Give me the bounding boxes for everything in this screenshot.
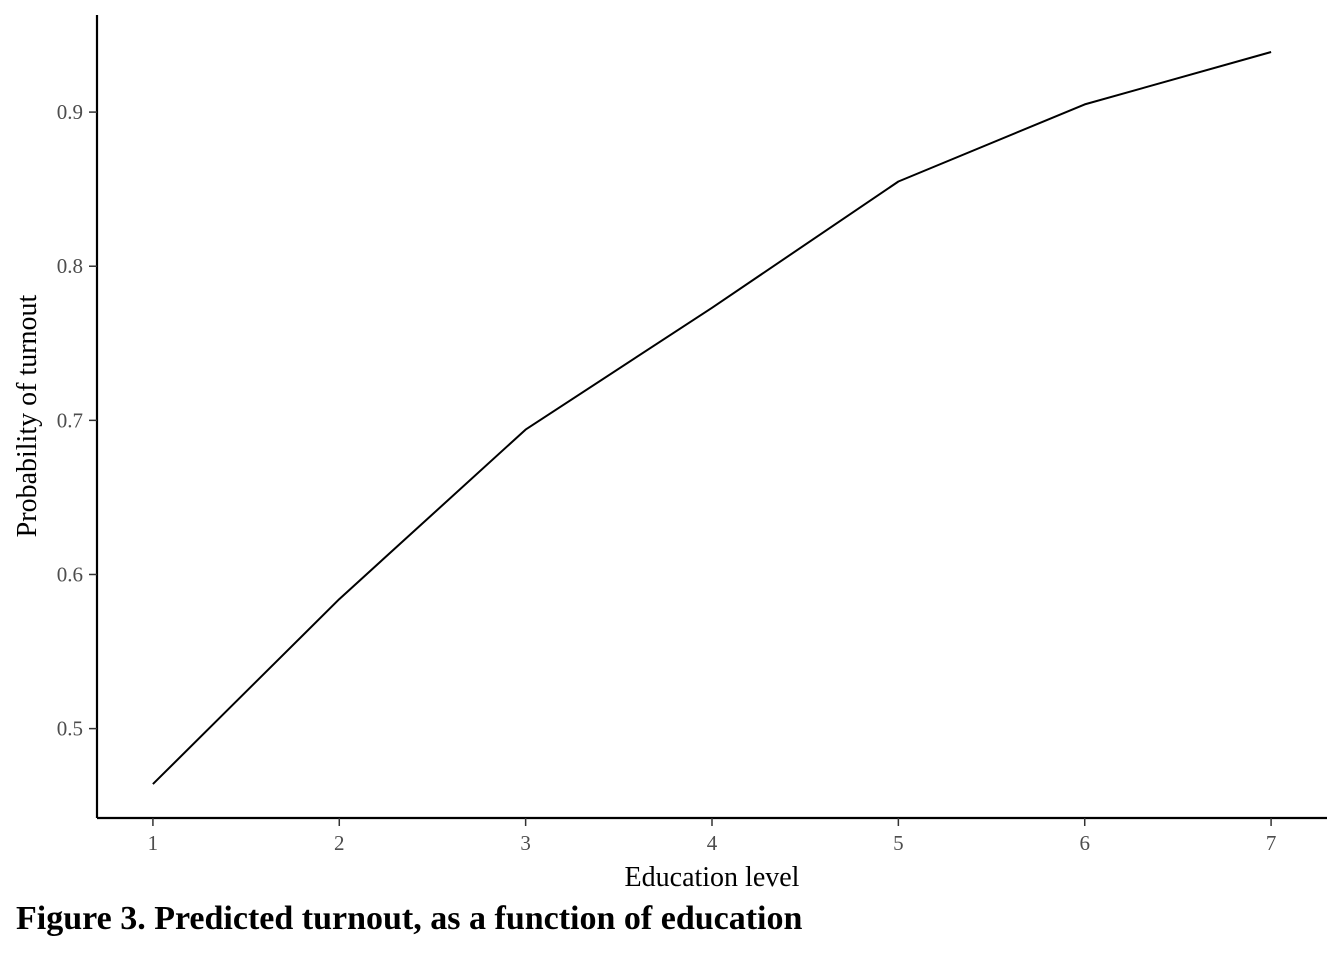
y-tick-label: 0.8 (57, 254, 83, 278)
y-axis-title: Probability of turnout (12, 294, 43, 537)
figure-caption: Figure 3. Predicted turnout, as a functi… (16, 900, 803, 937)
series-line (152, 51, 1272, 785)
y-tick-label: 0.7 (57, 408, 83, 432)
x-tick-label: 2 (334, 831, 345, 855)
y-tick-label: 0.5 (57, 717, 83, 741)
x-axis-title: Education level (625, 862, 800, 893)
x-tick-label: 7 (1266, 831, 1277, 855)
x-tick-label: 3 (520, 831, 531, 855)
x-tick-label: 5 (893, 831, 904, 855)
y-tick-label: 0.9 (57, 100, 83, 124)
x-ticks: 1 2 3 4 5 6 7 (148, 818, 1277, 855)
y-ticks: 0.5 0.6 0.7 0.8 0.9 (57, 100, 97, 741)
y-axis: 0.5 0.6 0.7 0.8 0.9 (57, 15, 99, 818)
x-tick-label: 1 (148, 831, 159, 855)
x-tick-label: 6 (1079, 831, 1090, 855)
x-axis: 1 2 3 4 5 6 7 (97, 816, 1327, 855)
series-group (152, 51, 1272, 785)
y-tick-label: 0.6 (57, 562, 83, 586)
x-tick-label: 4 (707, 831, 718, 855)
